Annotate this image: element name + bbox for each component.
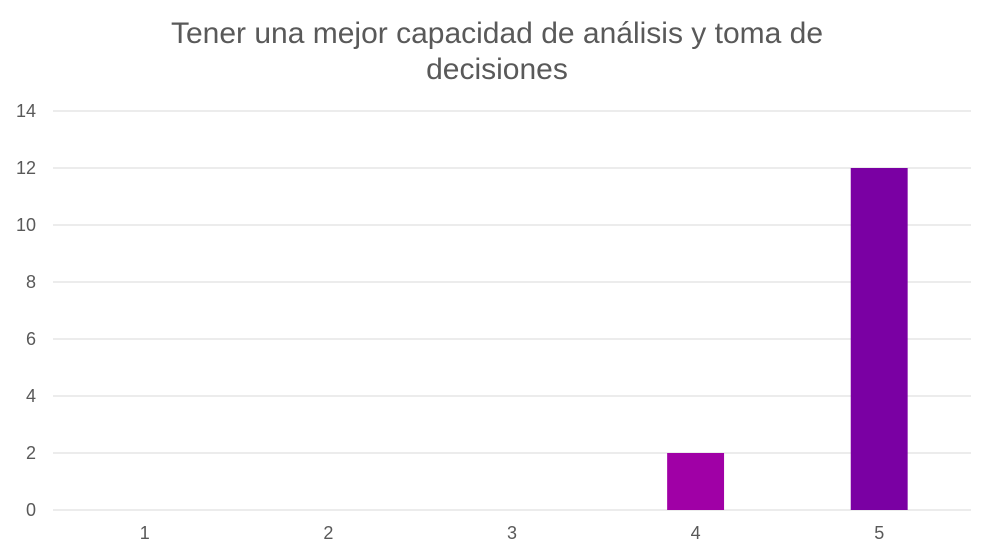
x-axis-tick-labels: 1 2 3 4 5 — [140, 523, 884, 543]
bar-4 — [667, 453, 725, 510]
gridlines — [53, 110, 971, 511]
y-tick-label-2: 2 — [26, 443, 36, 463]
x-tick-label-2: 2 — [323, 523, 333, 543]
y-tick-label-14: 14 — [16, 101, 36, 121]
y-axis-tick-labels: 0 2 4 6 8 10 12 14 — [16, 101, 36, 520]
y-tick-label-4: 4 — [26, 386, 36, 406]
x-tick-label-5: 5 — [874, 523, 884, 543]
y-tick-label-10: 10 — [16, 215, 36, 235]
y-tick-label-12: 12 — [16, 158, 36, 178]
chart-title-line-2: decisiones — [426, 53, 568, 86]
y-tick-label-8: 8 — [26, 272, 36, 292]
x-tick-label-3: 3 — [507, 523, 517, 543]
x-tick-label-1: 1 — [140, 523, 150, 543]
x-tick-label-4: 4 — [691, 523, 701, 543]
bars — [667, 168, 908, 510]
y-tick-label-6: 6 — [26, 329, 36, 349]
bar-5 — [850, 168, 908, 510]
chart-title: Tener una mejor capacidad de análisis y … — [171, 17, 823, 86]
y-tick-label-0: 0 — [26, 500, 36, 520]
chart-title-line-1: Tener una mejor capacidad de análisis y … — [171, 17, 823, 50]
